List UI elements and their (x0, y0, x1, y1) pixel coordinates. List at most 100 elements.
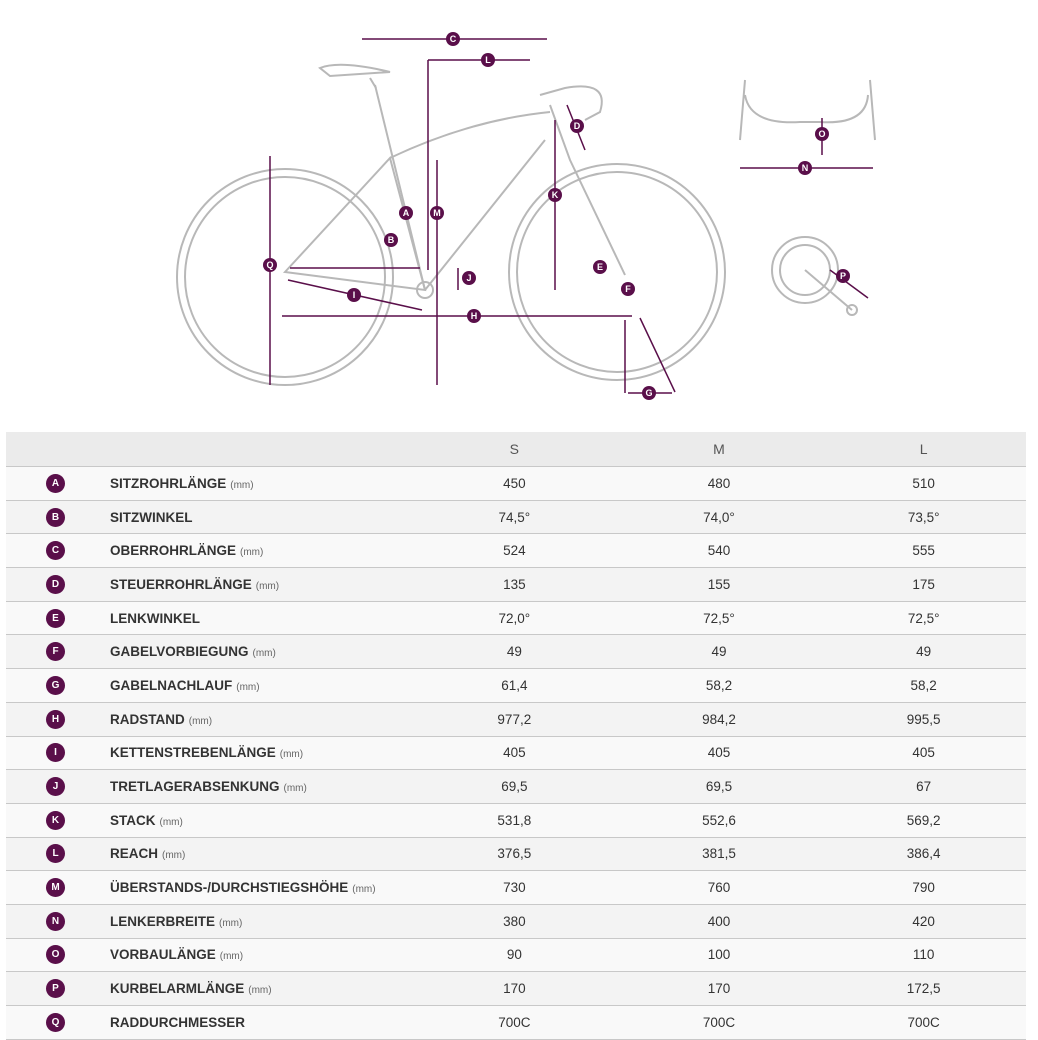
measurement-name: SITZROHRLÄNGE (110, 475, 227, 491)
letter-badge: C (46, 541, 65, 561)
geometry-table: S M L A SITZROHRLÄNGE (mm) 450 480 510 B SITZ… (6, 432, 1026, 1040)
svg-text:G: G (645, 388, 652, 398)
badge-C: C (446, 32, 460, 46)
size-value: 376,5 (412, 837, 617, 872)
measurement-name: RADDURCHMESSER (110, 1014, 246, 1030)
svg-text:Q: Q (266, 260, 273, 270)
size-value: 72,0° (412, 601, 617, 636)
bike-geometry-diagram: C L D K A M B E F Q J I H G O N P (176, 32, 876, 400)
table-row: F GABELVORBIEGUNG (mm) 49 49 49 (6, 634, 1026, 670)
svg-text:P: P (840, 271, 846, 281)
badge-K: K (548, 188, 562, 202)
svg-text:E: E (597, 262, 603, 272)
measurement-name: SITZWINKEL (110, 509, 193, 525)
size-value: 170 (616, 971, 822, 1006)
letter-badge: A (46, 473, 65, 493)
letter-badge: Q (46, 1012, 65, 1032)
size-value: 175 (821, 567, 1026, 602)
dimension-lines (269, 38, 873, 394)
svg-text:J: J (466, 273, 471, 283)
size-value: 72,5° (821, 601, 1026, 636)
size-header: L (821, 432, 1026, 467)
unit-label: (mm) (283, 783, 307, 795)
badge-H: H (467, 309, 481, 323)
size-value: 995,5 (821, 702, 1026, 737)
size-value: 73,5° (821, 500, 1026, 535)
table-row: D STEUERROHRLÄNGE (mm) 135 155 175 (6, 567, 1026, 602)
size-value: 67 (821, 769, 1026, 804)
size-value: 569,2 (821, 803, 1026, 838)
size-value: 58,2 (616, 668, 822, 703)
size-value: 381,5 (616, 837, 822, 872)
size-value: 58,2 (821, 668, 1026, 703)
unit-label: (mm) (159, 816, 183, 828)
letter-badge: L (46, 844, 65, 864)
measurement-name: KURBELARMLÄNGE (110, 981, 245, 997)
size-value: 400 (616, 904, 822, 939)
size-value: 984,2 (616, 702, 822, 737)
size-value: 531,8 (412, 803, 617, 838)
svg-text:M: M (433, 208, 441, 218)
badge-M: M (430, 206, 444, 220)
table-row: G GABELNACHLAUF (mm) 61,4 58,2 58,2 (6, 668, 1026, 703)
size-value: 552,6 (616, 803, 822, 838)
unit-label: (mm) (230, 479, 254, 491)
svg-text:I: I (353, 290, 356, 300)
size-value: 74,5° (412, 500, 617, 535)
size-value: 700C (616, 1005, 822, 1040)
size-value: 49 (616, 634, 822, 670)
size-value: 386,4 (821, 837, 1026, 872)
size-value: 405 (412, 736, 617, 771)
letter-badge: F (46, 642, 65, 662)
badge-D: D (570, 119, 584, 133)
letter-badge: G (46, 675, 65, 695)
measurement-name: STEUERROHRLÄNGE (110, 576, 252, 592)
letter-badge: P (46, 979, 65, 999)
size-value: 700C (412, 1005, 617, 1040)
size-value: 450 (412, 466, 617, 501)
measurement-name: ÜBERSTANDS-/DURCHSTIEGSHÖHE (110, 880, 349, 896)
letter-badge: N (46, 911, 65, 931)
badge-F: F (621, 282, 635, 296)
size-value: 49 (412, 634, 617, 670)
svg-text:F: F (625, 284, 631, 294)
badge-G: G (642, 386, 656, 400)
unit-label: (mm) (162, 850, 186, 862)
table-row: M ÜBERSTANDS-/DURCHSTIEGSHÖHE (mm) 730 760 7… (6, 870, 1026, 905)
measurement-name: LENKWINKEL (110, 610, 200, 626)
svg-text:C: C (450, 34, 457, 44)
unit-label: (mm) (219, 951, 244, 963)
size-value: 524 (412, 533, 617, 569)
size-value: 380 (412, 904, 617, 939)
size-value: 110 (821, 938, 1026, 973)
unit-label: (mm) (188, 715, 213, 727)
badge-E: E (593, 260, 607, 274)
size-value: 69,5 (616, 769, 822, 804)
table-row: L REACH (mm) 376,5 381,5 386,4 (6, 837, 1026, 872)
bike-outline (176, 63, 876, 386)
measurement-name: REACH (110, 846, 159, 862)
size-header: S (412, 432, 617, 467)
size-value: 700C (821, 1005, 1026, 1040)
table-header: S M L (6, 432, 1026, 467)
badge-L: L (481, 53, 495, 67)
badge-N: N (798, 161, 812, 175)
badge-P: P (836, 269, 850, 283)
size-value: 135 (412, 567, 617, 602)
size-value: 420 (821, 904, 1026, 939)
svg-text:H: H (471, 311, 478, 321)
svg-text:D: D (574, 121, 581, 131)
letter-badge: O (46, 945, 65, 965)
letter-badge: B (46, 507, 65, 527)
unit-label: (mm) (248, 985, 272, 997)
badge-A: A (399, 206, 413, 220)
size-value: 74,0° (616, 500, 822, 535)
table-row: J TRETLAGERABSENKUNG (mm) 69,5 69,5 67 (6, 769, 1026, 804)
unit-label: (mm) (219, 917, 243, 929)
size-value: 72,5° (616, 601, 822, 636)
size-value: 540 (616, 533, 822, 569)
size-value: 170 (412, 971, 617, 1006)
table-row: H RADSTAND (mm) 977,2 984,2 995,5 (6, 702, 1026, 737)
measurement-name: KETTENSTREBENLÄNGE (110, 745, 276, 761)
table-row: K STACK (mm) 531,8 552,6 569,2 (6, 803, 1026, 838)
